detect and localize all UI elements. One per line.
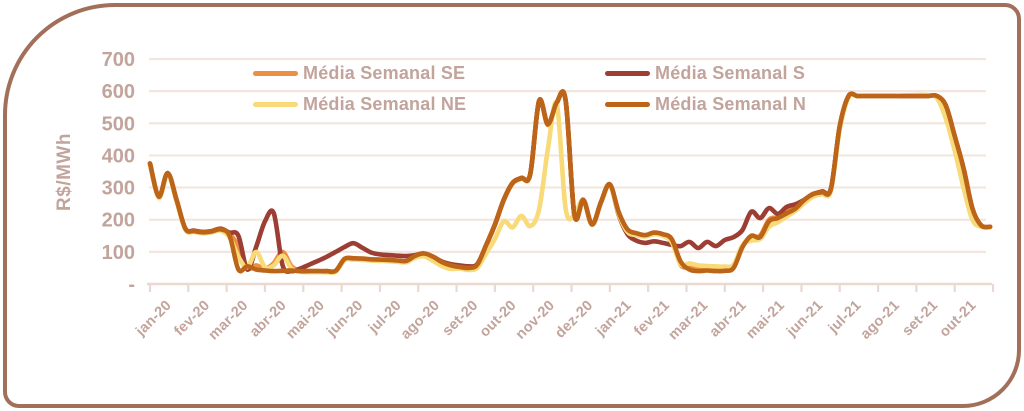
svg-text:mar-21: mar-21 (666, 298, 712, 344)
svg-text:-: - (128, 274, 135, 296)
svg-text:500: 500 (102, 113, 135, 135)
legend-label-n: Média Semanal N (655, 94, 807, 114)
legend-label-ne: Média Semanal NE (303, 94, 467, 114)
svg-text:abr-20: abr-20 (247, 298, 290, 341)
svg-text:R$/MWh: R$/MWh (54, 133, 75, 211)
svg-text:set-20: set-20 (440, 298, 482, 340)
svg-text:jun-20: jun-20 (323, 298, 366, 341)
svg-text:600: 600 (102, 81, 135, 103)
svg-text:700: 700 (102, 49, 135, 71)
svg-text:mai-20: mai-20 (283, 298, 328, 343)
svg-text:jan-21: jan-21 (592, 298, 635, 341)
legend-item-se: Média Semanal SE (253, 63, 605, 84)
legend-item-s: Média Semanal S (605, 63, 806, 84)
legend-swatch-se-line-icon (253, 70, 298, 77)
svg-text:jan-20: jan-20 (132, 298, 175, 341)
legend-swatch-n-line-icon (605, 101, 650, 108)
legend-swatch-ne-line-icon (253, 101, 298, 108)
svg-text:jun-21: jun-21 (783, 298, 826, 341)
svg-text:300: 300 (102, 178, 135, 200)
legend-swatch-s-line-icon (605, 70, 650, 77)
svg-text:400: 400 (102, 145, 135, 167)
svg-text:mar-20: mar-20 (206, 298, 252, 344)
svg-text:dez-20: dez-20 (552, 298, 596, 342)
svg-text:set-21: set-21 (899, 298, 941, 340)
svg-text:ago-21: ago-21 (858, 298, 903, 343)
legend-label-se: Média Semanal SE (303, 63, 466, 83)
svg-text:100: 100 (102, 242, 135, 264)
legend-item-ne: Média Semanal NE (253, 94, 605, 115)
chart-legend: Média Semanal SE Média Semanal S Média S… (253, 61, 806, 117)
legend-label-s: Média Semanal S (655, 63, 806, 83)
svg-text:ago-20: ago-20 (398, 298, 443, 343)
svg-text:abr-21: abr-21 (707, 298, 750, 341)
svg-text:200: 200 (102, 210, 135, 232)
legend-item-n: Média Semanal N (605, 94, 806, 115)
decorative-rounded-frame (3, 3, 1021, 408)
svg-text:out-21: out-21 (937, 298, 980, 341)
svg-text:mai-21: mai-21 (743, 298, 788, 343)
svg-text:out-20: out-20 (477, 298, 520, 341)
svg-text:nov-20: nov-20 (513, 298, 558, 343)
